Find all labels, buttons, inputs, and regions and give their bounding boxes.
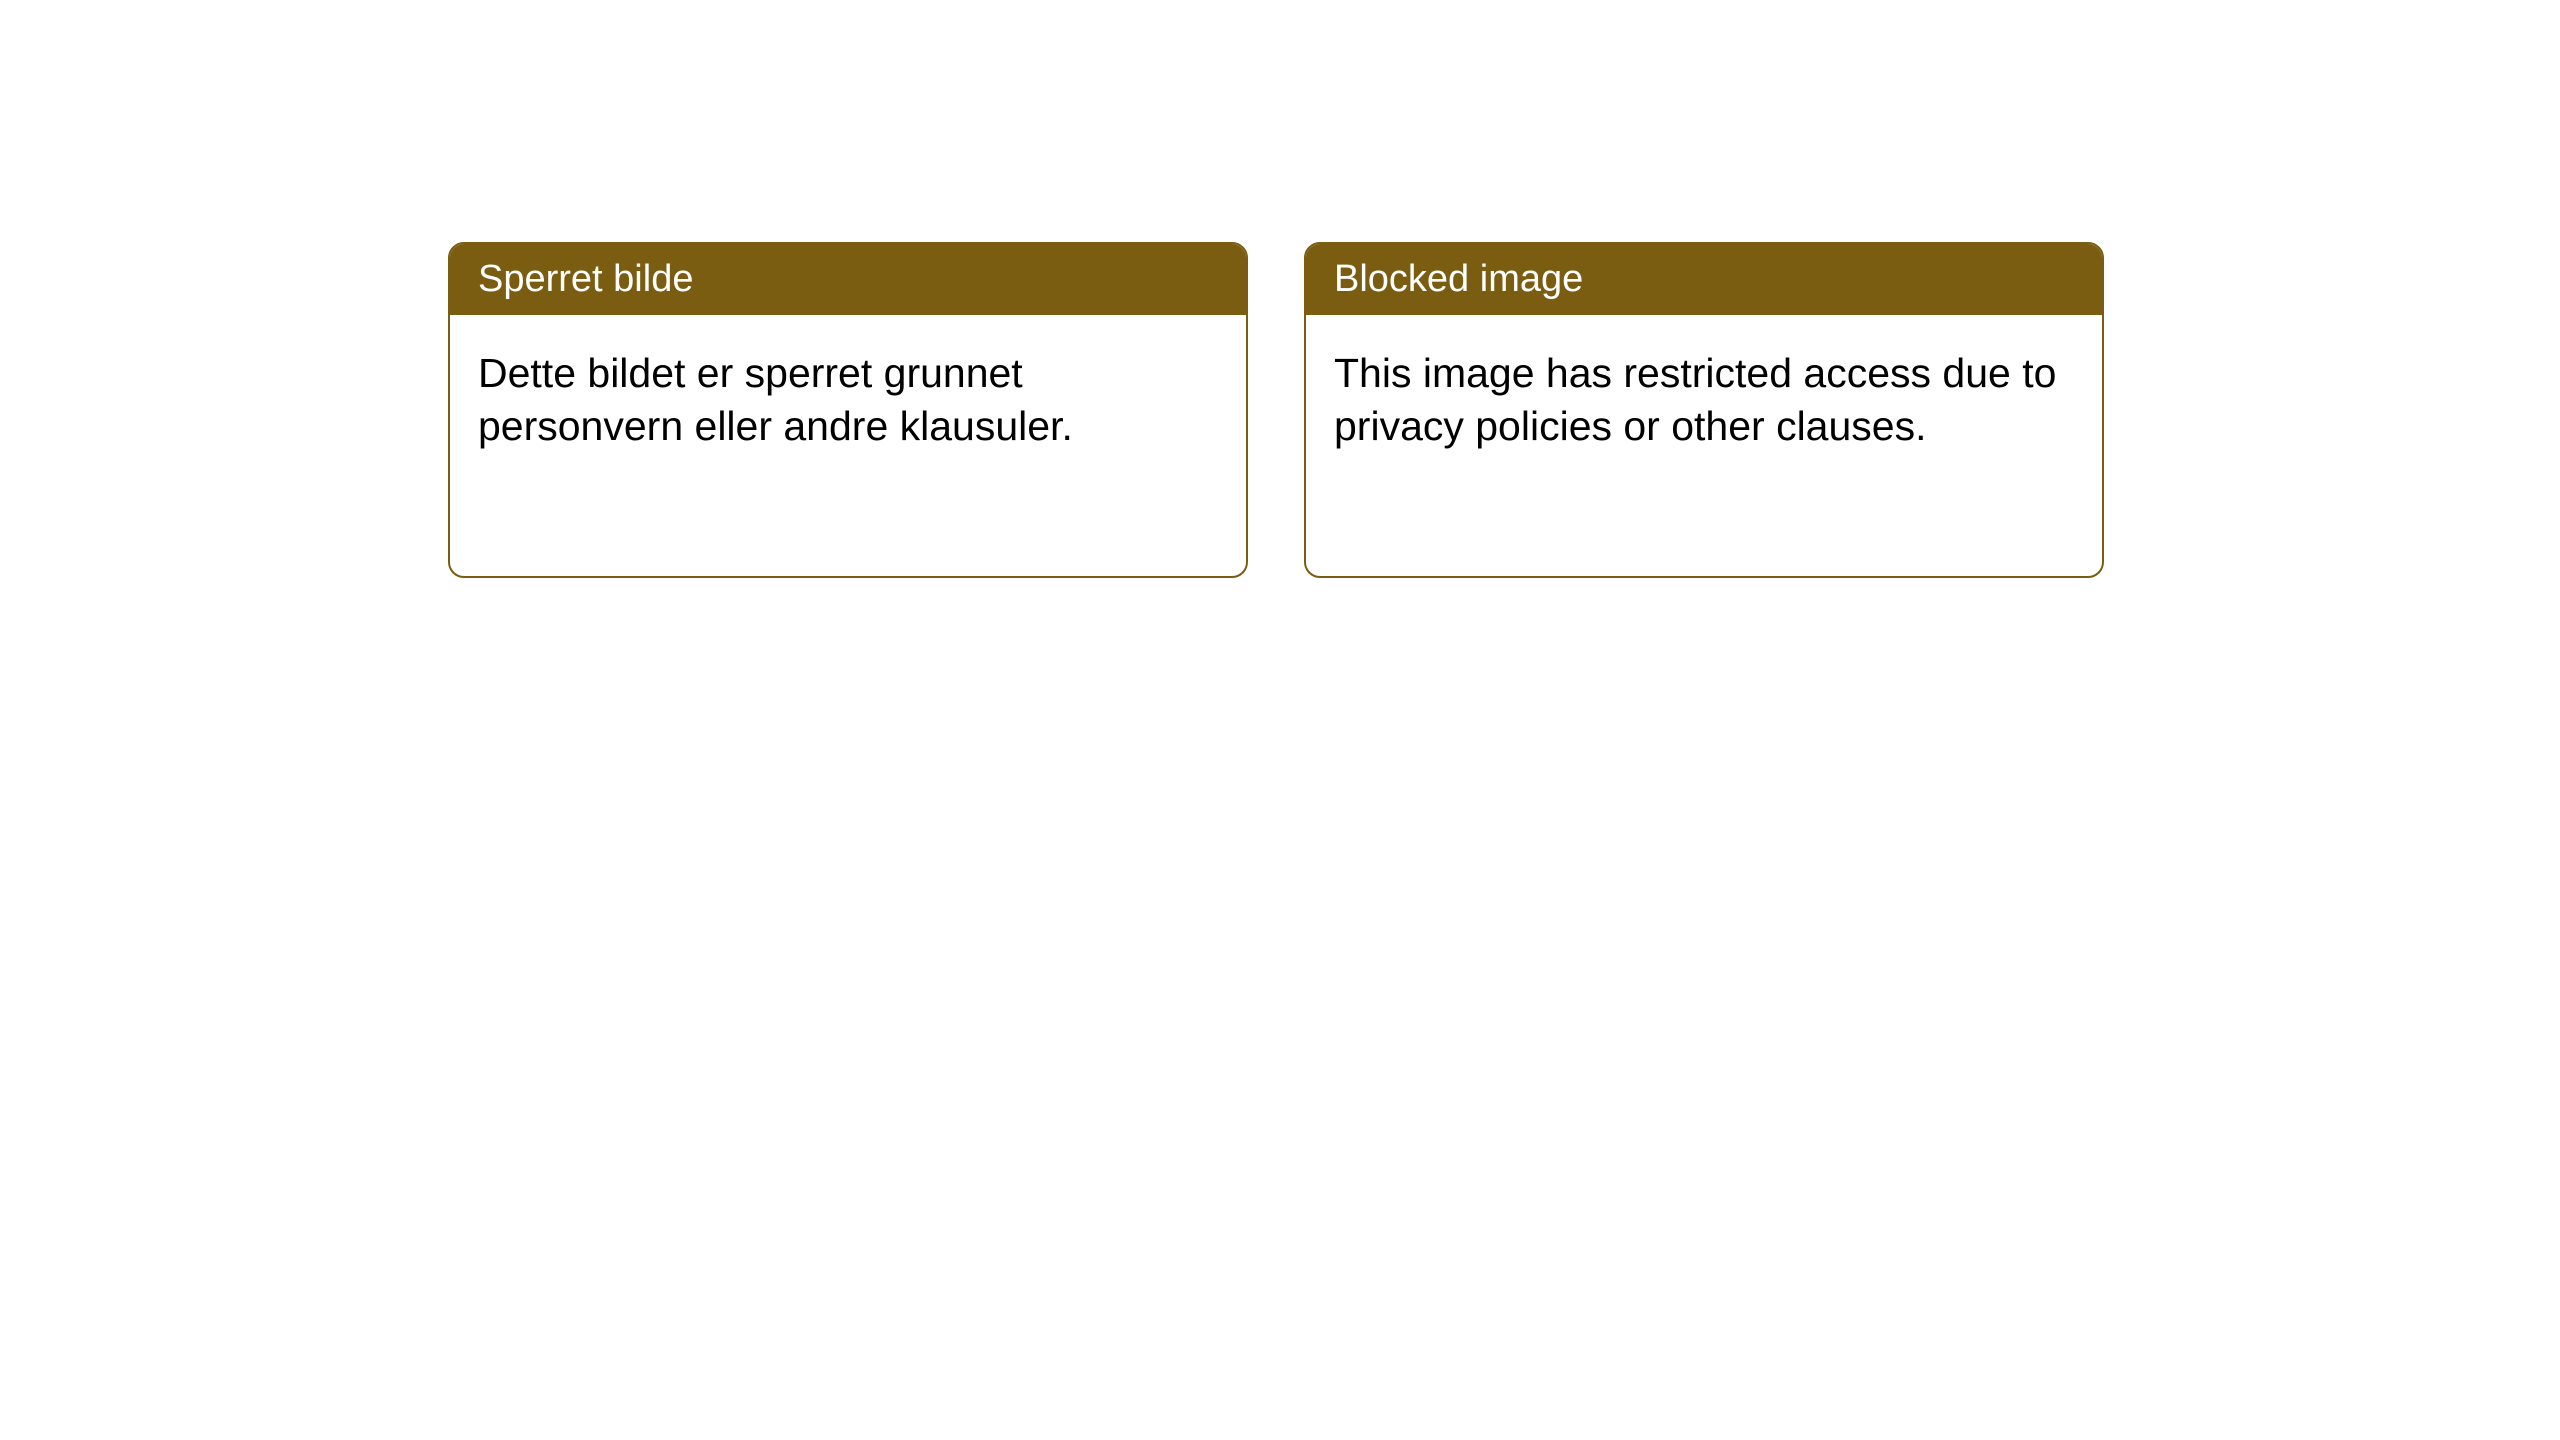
card-body-text: This image has restricted access due to … (1334, 350, 2056, 449)
card-title: Blocked image (1334, 258, 1583, 300)
card-body: Dette bildet er sperret grunnet personve… (450, 315, 1246, 486)
notice-card-norwegian: Sperret bilde Dette bildet er sperret gr… (448, 242, 1248, 578)
card-title: Sperret bilde (478, 258, 693, 300)
notice-card-english: Blocked image This image has restricted … (1304, 242, 2104, 578)
card-body-text: Dette bildet er sperret grunnet personve… (478, 350, 1073, 449)
card-header: Sperret bilde (450, 244, 1246, 315)
card-body: This image has restricted access due to … (1306, 315, 2102, 486)
cards-container: Sperret bilde Dette bildet er sperret gr… (448, 242, 2560, 578)
card-header: Blocked image (1306, 244, 2102, 315)
